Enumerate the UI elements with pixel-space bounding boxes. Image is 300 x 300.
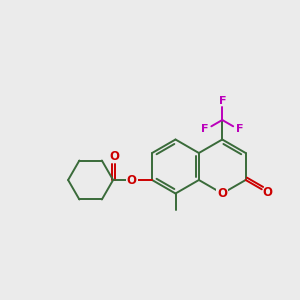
Text: O: O: [262, 186, 272, 199]
Text: F: F: [236, 124, 244, 134]
Text: O: O: [127, 173, 137, 187]
Text: O: O: [110, 150, 120, 164]
Text: O: O: [217, 187, 227, 200]
Text: F: F: [218, 96, 226, 106]
Text: F: F: [201, 124, 208, 134]
